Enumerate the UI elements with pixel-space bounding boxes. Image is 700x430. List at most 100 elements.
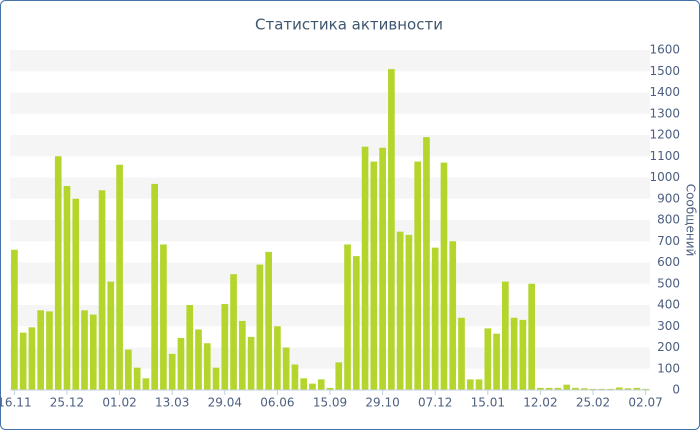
grid-band [10, 220, 650, 242]
bar [107, 281, 115, 390]
x-tick-label: 29.04 [208, 396, 242, 410]
bar [528, 283, 535, 390]
bar [151, 183, 158, 390]
bar [414, 161, 422, 390]
y-tick-label: 900 [657, 191, 680, 205]
grid-band [10, 347, 650, 369]
x-tick-label: 12.02 [523, 396, 557, 410]
bar [326, 387, 334, 390]
bar [563, 384, 571, 390]
bar [282, 347, 290, 390]
bar [379, 147, 386, 390]
bar [545, 387, 553, 390]
bar [396, 231, 404, 390]
bar [212, 367, 220, 390]
bar [440, 162, 448, 390]
grid-band [10, 305, 650, 327]
bar [142, 378, 150, 390]
bar [28, 327, 36, 390]
y-tick-label: 200 [657, 340, 680, 354]
bar [63, 186, 71, 390]
bar [642, 388, 649, 390]
y-tick-label: 100 [657, 361, 680, 375]
bar [274, 326, 281, 390]
bar [615, 387, 623, 390]
bar [168, 353, 176, 390]
y-tick-label: 0 [672, 383, 680, 397]
bar [221, 303, 229, 390]
bar [423, 137, 430, 390]
bar [458, 317, 465, 390]
x-tick-label: 07.12 [418, 396, 452, 410]
y-tick-label: 1400 [649, 85, 680, 99]
bar [449, 241, 457, 390]
x-tick-label: 25.12 [50, 396, 84, 410]
bar [19, 332, 27, 390]
x-tick-label: 15.01 [471, 396, 505, 410]
bar [388, 69, 395, 390]
bar [475, 379, 483, 390]
bar [11, 249, 18, 390]
bar [598, 388, 606, 390]
bar [300, 378, 308, 390]
bar [607, 388, 614, 390]
y-tick-label: 800 [657, 213, 680, 227]
bar [265, 251, 272, 390]
bar [160, 244, 167, 390]
bar [431, 247, 439, 390]
bar [186, 305, 194, 390]
bar [195, 329, 202, 390]
grid-band [10, 262, 650, 284]
x-tick-label: 25.02 [576, 396, 610, 410]
y-tick-label: 1100 [649, 149, 680, 163]
y-tick-label: 600 [657, 255, 680, 269]
bar [335, 362, 343, 390]
bar [81, 310, 88, 390]
bar [624, 388, 632, 390]
grid-band [10, 92, 650, 114]
y-tick-label: 1600 [649, 43, 680, 57]
y-tick-label: 300 [657, 319, 680, 333]
bar [537, 387, 544, 390]
grid-band [10, 135, 650, 157]
bar [309, 383, 316, 390]
bar [344, 244, 351, 390]
bar [484, 328, 492, 390]
y-tick-label: 1000 [649, 170, 680, 184]
bar [317, 379, 325, 390]
bar [370, 161, 378, 390]
bar [247, 336, 255, 390]
y-tick-label: 1300 [649, 106, 680, 120]
grid-band [10, 177, 650, 199]
y-tick-label: 400 [657, 298, 680, 312]
x-tick-label: 01.02 [102, 396, 136, 410]
bar [238, 320, 246, 390]
x-tick-label: 29.10 [365, 396, 399, 410]
bar [256, 264, 264, 390]
bar [493, 333, 500, 390]
y-tick-label: 500 [657, 276, 680, 290]
bar [502, 281, 509, 390]
bar [230, 274, 237, 390]
bar [633, 387, 641, 390]
bar [291, 364, 299, 390]
bar [54, 156, 62, 390]
bar [554, 387, 562, 390]
x-tick-label: 16.11 [0, 396, 32, 410]
y-tick-label: 700 [657, 234, 680, 248]
bar [589, 388, 597, 390]
x-tick-label: 13.03 [155, 396, 189, 410]
bar [37, 310, 45, 390]
bar [125, 349, 132, 390]
bar [405, 234, 413, 390]
grid-band [10, 50, 650, 72]
bar [116, 164, 123, 390]
bar [580, 388, 588, 390]
bar [46, 311, 53, 390]
bar [72, 198, 80, 390]
y-tick-label: 1500 [649, 64, 680, 78]
x-tick-label: 06.06 [260, 396, 294, 410]
bar [177, 337, 185, 390]
y-tick-label: 1200 [649, 128, 680, 142]
